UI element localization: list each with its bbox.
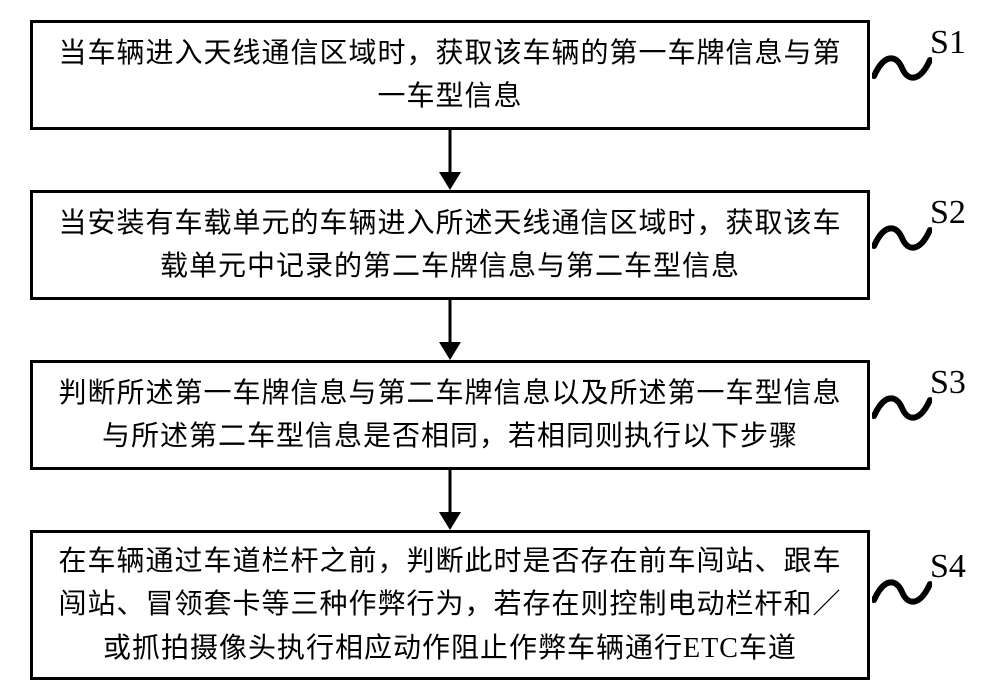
flow-step-text: 当安装有车载单元的车辆进入所述天线通信区域时，获取该车载单元中记录的第二车牌信息…: [57, 202, 843, 289]
arrow-s3-to-s4: [428, 470, 472, 530]
flowchart-canvas: 当车辆进入天线通信区域时，获取该车辆的第一车牌信息与第一车型信息 S1 当安装有车载…: [0, 0, 1000, 692]
flow-step-s4: 在车辆通过车道栏杆之前，判断此时是否存在前车闯站、跟车闯站、冒领套卡等三种作弊行…: [30, 530, 870, 680]
step-label-s4: S4: [930, 548, 966, 586]
arrow-s2-to-s3: [428, 300, 472, 360]
step-label-s3: S3: [930, 364, 966, 402]
tilde-connector-s3: [872, 388, 932, 428]
flow-step-s2: 当安装有车载单元的车辆进入所述天线通信区域时，获取该车载单元中记录的第二车牌信息…: [30, 190, 870, 300]
step-label-s1: S1: [930, 24, 966, 62]
flow-step-s3: 判断所述第一车牌信息与第二车牌信息以及所述第一车型信息与所述第二车型信息是否相同…: [30, 360, 870, 470]
flow-step-text: 在车辆通过车道栏杆之前，判断此时是否存在前车闯站、跟车闯站、冒领套卡等三种作弊行…: [57, 540, 843, 670]
flow-step-s1: 当车辆进入天线通信区域时，获取该车辆的第一车牌信息与第一车型信息: [30, 20, 870, 130]
step-label-s2: S2: [930, 194, 966, 232]
tilde-connector-s1: [872, 48, 932, 88]
tilde-connector-s2: [872, 218, 932, 258]
flow-step-text: 当车辆进入天线通信区域时，获取该车辆的第一车牌信息与第一车型信息: [57, 32, 843, 119]
flow-step-text: 判断所述第一车牌信息与第二车牌信息以及所述第一车型信息与所述第二车型信息是否相同…: [57, 372, 843, 459]
arrow-s1-to-s2: [428, 130, 472, 190]
tilde-connector-s4: [872, 572, 932, 612]
